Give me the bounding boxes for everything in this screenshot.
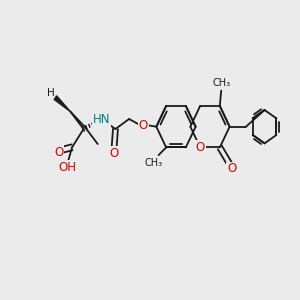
Text: O: O xyxy=(227,162,236,175)
Text: HN: HN xyxy=(92,113,110,126)
Polygon shape xyxy=(54,96,70,112)
Text: OH: OH xyxy=(58,161,76,174)
Text: O: O xyxy=(110,146,119,160)
Text: O: O xyxy=(196,141,205,154)
Text: H: H xyxy=(47,88,55,98)
Text: CH₃: CH₃ xyxy=(212,78,230,88)
Text: O: O xyxy=(54,146,64,159)
Text: CH₃: CH₃ xyxy=(144,158,162,168)
Text: O: O xyxy=(139,118,148,131)
